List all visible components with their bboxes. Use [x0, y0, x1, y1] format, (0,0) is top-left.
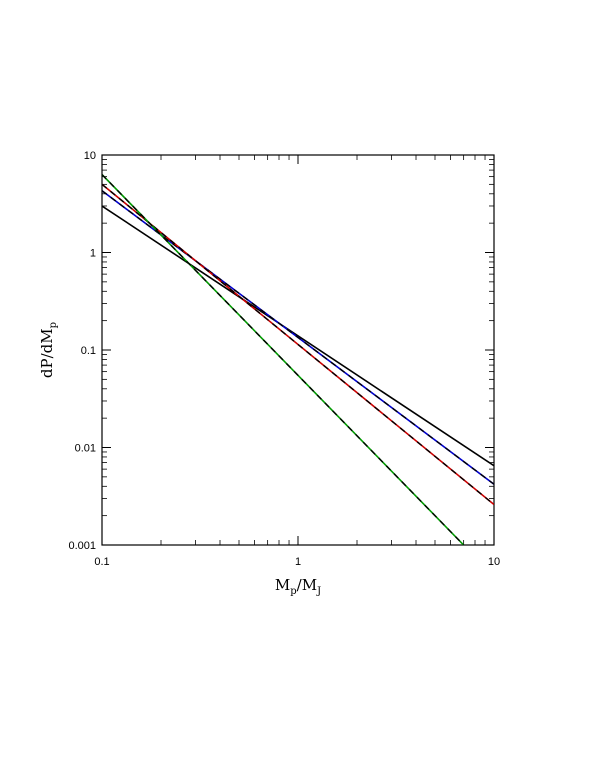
series-line-5 — [102, 183, 494, 506]
x-tick-label: 1 — [295, 556, 301, 568]
tick-labels: 0.1 1 10 0.001 0.01 0.1 1 10 — [68, 150, 500, 568]
series-line-1 — [102, 205, 494, 467]
y-tick-label: 0.001 — [68, 540, 96, 552]
y-tick-label: 0.1 — [81, 345, 96, 357]
tick-marks — [101, 154, 495, 546]
y-tick-label: 0.01 — [75, 443, 96, 455]
series-line-7 — [102, 174, 465, 545]
plot-frame — [101, 154, 495, 546]
series-line-3 — [102, 190, 494, 485]
x-axis-label: Mp/MJ — [275, 576, 321, 597]
x-tick-label: 0.1 — [94, 556, 109, 568]
y-tick-label: 10 — [84, 150, 96, 162]
y-tick-label: 1 — [90, 248, 96, 260]
series-group — [102, 174, 494, 545]
y-axis-label: dP/dMp — [38, 322, 59, 378]
x-tick-label: 10 — [488, 556, 500, 568]
